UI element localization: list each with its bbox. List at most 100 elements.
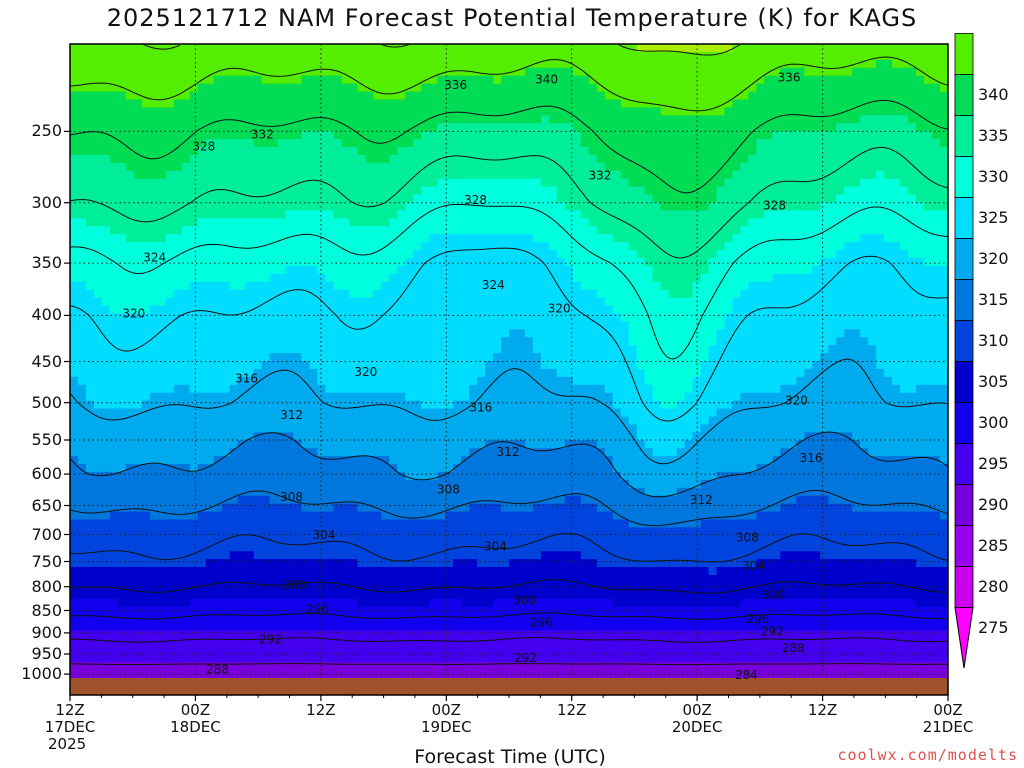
theta-cell [181,495,191,505]
theta-cell [453,281,462,291]
theta-cell [277,170,287,180]
theta-cell [70,670,79,678]
theta-cell [301,123,311,132]
theta-cell [493,574,502,584]
theta-cell [261,630,271,639]
theta-cell [229,361,239,370]
theta-cell [365,622,374,632]
theta-cell [221,630,231,639]
theta-cell [524,456,534,465]
theta-cell [556,384,566,394]
theta-cell [349,527,358,536]
theta-cell [341,218,350,227]
theta-cell [213,487,223,497]
theta-cell [453,123,462,132]
theta-cell [293,313,303,322]
theta-cell [405,487,414,497]
theta-cell [461,162,470,172]
theta-cell [125,574,135,584]
theta-cell [532,75,542,85]
theta-cell [70,535,79,544]
theta-cell [253,107,263,116]
theta-cell [477,598,486,608]
theta-cell [389,289,398,299]
theta-cell [493,614,502,624]
theta-cell [469,543,478,552]
theta-cell [524,495,534,505]
theta-cell [524,44,534,53]
theta-cell [405,638,414,647]
theta-cell [445,297,454,307]
theta-cell [429,147,438,156]
theta-cell [485,234,494,243]
theta-cell [373,590,382,600]
theta-cell [261,424,271,433]
theta-cell [540,574,550,584]
theta-cell [173,503,183,513]
theta-cell [548,147,558,156]
theta-cell [349,321,358,330]
theta-cell [173,353,183,362]
theta-cell [149,107,159,116]
theta-cell [532,265,542,275]
theta-cell [413,59,422,69]
theta-cell [221,376,231,386]
theta-cell [245,638,255,647]
theta-cell [365,567,374,576]
theta-cell [229,519,239,529]
theta-cell [325,139,334,148]
theta-cell [109,99,119,109]
theta-cell [101,313,111,322]
theta-cell [556,424,566,433]
theta-cell [173,115,183,124]
theta-cell [461,567,470,576]
theta-cell [157,606,167,616]
theta-cell [70,630,79,639]
theta-cell [453,226,462,235]
theta-cell [157,456,167,465]
theta-cell [77,154,87,164]
theta-cell [357,408,366,418]
theta-cell [501,313,510,322]
theta-cell [325,202,334,212]
theta-cell [429,329,438,338]
theta-cell [389,527,398,536]
theta-cell [277,210,287,219]
theta-cell [556,440,566,449]
theta-cell [141,51,151,61]
theta-cell [221,582,231,592]
theta-cell [277,83,287,93]
theta-cell [213,281,223,291]
theta-cell [548,170,558,180]
theta-cell [501,234,510,243]
theta-cell [77,115,87,124]
theta-cell [85,622,95,632]
theta-cell [141,257,151,267]
theta-cell [221,329,231,338]
theta-cell [509,226,518,235]
theta-cell [285,99,295,109]
theta-cell [101,376,111,386]
theta-cell [509,464,518,473]
theta-cell [333,162,342,172]
theta-cell [357,273,366,283]
theta-cell [189,408,199,418]
theta-cell [381,590,390,600]
theta-cell [125,646,135,655]
theta-cell [493,353,502,362]
theta-cell [421,543,430,552]
theta-cell [253,567,263,576]
theta-cell [157,487,167,497]
theta-cell [429,662,438,671]
theta-cell [301,202,311,212]
theta-cell [181,448,191,457]
theta-cell [413,273,422,283]
theta-cell [189,392,199,402]
theta-cell [389,432,398,441]
theta-cell [461,361,470,370]
theta-cell [197,91,207,101]
theta-cell [149,448,159,457]
theta-cell [221,590,231,600]
theta-cell [341,250,350,259]
theta-cell [309,519,319,529]
